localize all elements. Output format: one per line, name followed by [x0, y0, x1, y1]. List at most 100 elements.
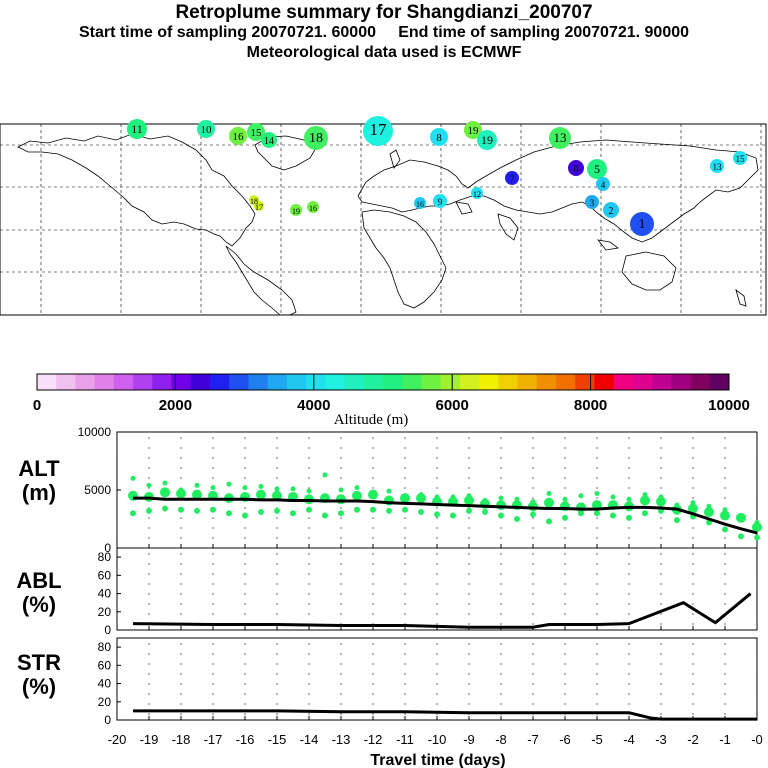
alt-marker	[386, 507, 392, 514]
alt-marker	[306, 488, 312, 494]
colorbar-swatch	[286, 374, 307, 390]
colorbar-swatch	[267, 374, 288, 390]
svg-text:16: 16	[309, 204, 317, 213]
alt-marker	[496, 500, 506, 511]
alt-marker	[322, 472, 328, 478]
alt-marker	[546, 490, 552, 496]
map-marker: 3	[585, 195, 599, 209]
alt-marker	[578, 510, 584, 517]
alt-marker	[194, 507, 200, 514]
svg-text:8: 8	[436, 132, 442, 144]
str-panel-frame	[116, 637, 758, 721]
alt-marker	[162, 505, 168, 512]
x-axis-label: Travel time (days)	[370, 752, 505, 768]
alt-marker	[658, 494, 664, 500]
map-marker: 19	[477, 130, 497, 150]
colorbar-swatch	[671, 374, 692, 390]
colorbar-swatch	[113, 374, 134, 390]
x-tick-label: -4	[623, 732, 635, 747]
x-tick-label: -13	[332, 732, 351, 747]
alt-marker	[482, 509, 488, 516]
alt-marker	[754, 519, 760, 525]
alt-marker	[272, 490, 282, 501]
alt-marker	[338, 510, 344, 517]
map-marker: 13	[549, 127, 571, 149]
x-tick-label: -0	[751, 732, 763, 747]
alt-marker	[322, 512, 328, 519]
alt-marker	[466, 507, 472, 514]
alt-marker	[226, 510, 232, 517]
x-tick-label: -15	[268, 732, 287, 747]
alt-marker	[594, 510, 600, 517]
map-marker: 1	[630, 212, 654, 236]
colorbar-tick-label: 8000	[574, 397, 607, 414]
y-tick-label: 60	[98, 658, 112, 672]
colorbar-swatch	[56, 374, 76, 390]
alt-marker	[370, 506, 376, 513]
colorbar-swatch	[690, 374, 711, 390]
svg-text:16: 16	[233, 131, 245, 143]
alt-marker	[418, 509, 424, 516]
svg-text:18: 18	[309, 131, 323, 146]
alt-marker	[752, 522, 762, 533]
map-marker: 15	[247, 123, 265, 141]
map-marker: 19	[290, 204, 302, 216]
svg-text:19: 19	[481, 133, 493, 147]
alt-marker	[498, 512, 504, 519]
str-line	[133, 709, 757, 721]
x-tick-label: -19	[140, 732, 159, 747]
svg-text:16: 16	[416, 200, 424, 209]
x-tick-label: -12	[364, 732, 383, 747]
colorbar-tick-label: 6000	[436, 397, 469, 414]
alt-marker	[258, 484, 264, 490]
alt-marker	[274, 486, 280, 492]
y-tick-label: 10000	[78, 425, 112, 439]
alt-marker	[578, 493, 584, 499]
colorbar-tick-label: 4000	[297, 397, 330, 414]
alt-marker	[306, 506, 312, 513]
colorbar-swatch	[709, 374, 730, 390]
altitude-colorbar: 0 2000 4000 6000 8000 10000	[33, 373, 750, 414]
x-tick-label: -2	[687, 732, 699, 747]
alt-marker	[210, 485, 216, 491]
alt-unit: (m)	[22, 480, 56, 505]
alt-marker	[338, 487, 344, 493]
alt-marker	[160, 487, 170, 498]
x-tick-label: -11	[396, 732, 414, 747]
colorbar-swatch	[325, 374, 346, 390]
alt-marker	[386, 488, 392, 494]
alt-median-line	[133, 496, 758, 535]
alt-panel: 0 5000 10000	[78, 425, 762, 555]
colorbar-tick-label: 10000	[708, 397, 750, 414]
abl-unit: (%)	[22, 592, 56, 617]
svg-text:17: 17	[255, 203, 263, 212]
x-tick-label: -5	[591, 732, 603, 747]
alt-marker	[290, 486, 296, 492]
y-tick-label: 20	[98, 695, 112, 709]
alt-marker	[482, 497, 488, 503]
svg-text:13: 13	[554, 130, 567, 145]
x-tick-label: -17	[204, 732, 223, 747]
alt-marker	[146, 482, 152, 488]
colorbar-swatch	[363, 374, 384, 390]
alt-marker	[704, 507, 714, 518]
colorbar-swatch	[210, 374, 230, 390]
alt-marker	[352, 490, 362, 501]
x-tick-label: -7	[527, 732, 539, 747]
alt-marker	[656, 496, 666, 507]
map-marker: 4	[596, 177, 610, 191]
colorbar-swatch	[652, 374, 672, 390]
alt-label: ALT	[18, 456, 60, 481]
alt-marker	[754, 534, 760, 541]
map-marker: 19	[464, 121, 482, 139]
x-tick-label: -6	[559, 732, 571, 747]
colorbar-swatch	[306, 374, 326, 390]
alt-marker	[720, 510, 730, 521]
alt-marker	[464, 495, 474, 506]
colorbar-swatch	[248, 374, 269, 390]
alt-marker	[178, 506, 184, 513]
colorbar-swatch	[94, 374, 115, 390]
alt-marker	[546, 518, 552, 525]
